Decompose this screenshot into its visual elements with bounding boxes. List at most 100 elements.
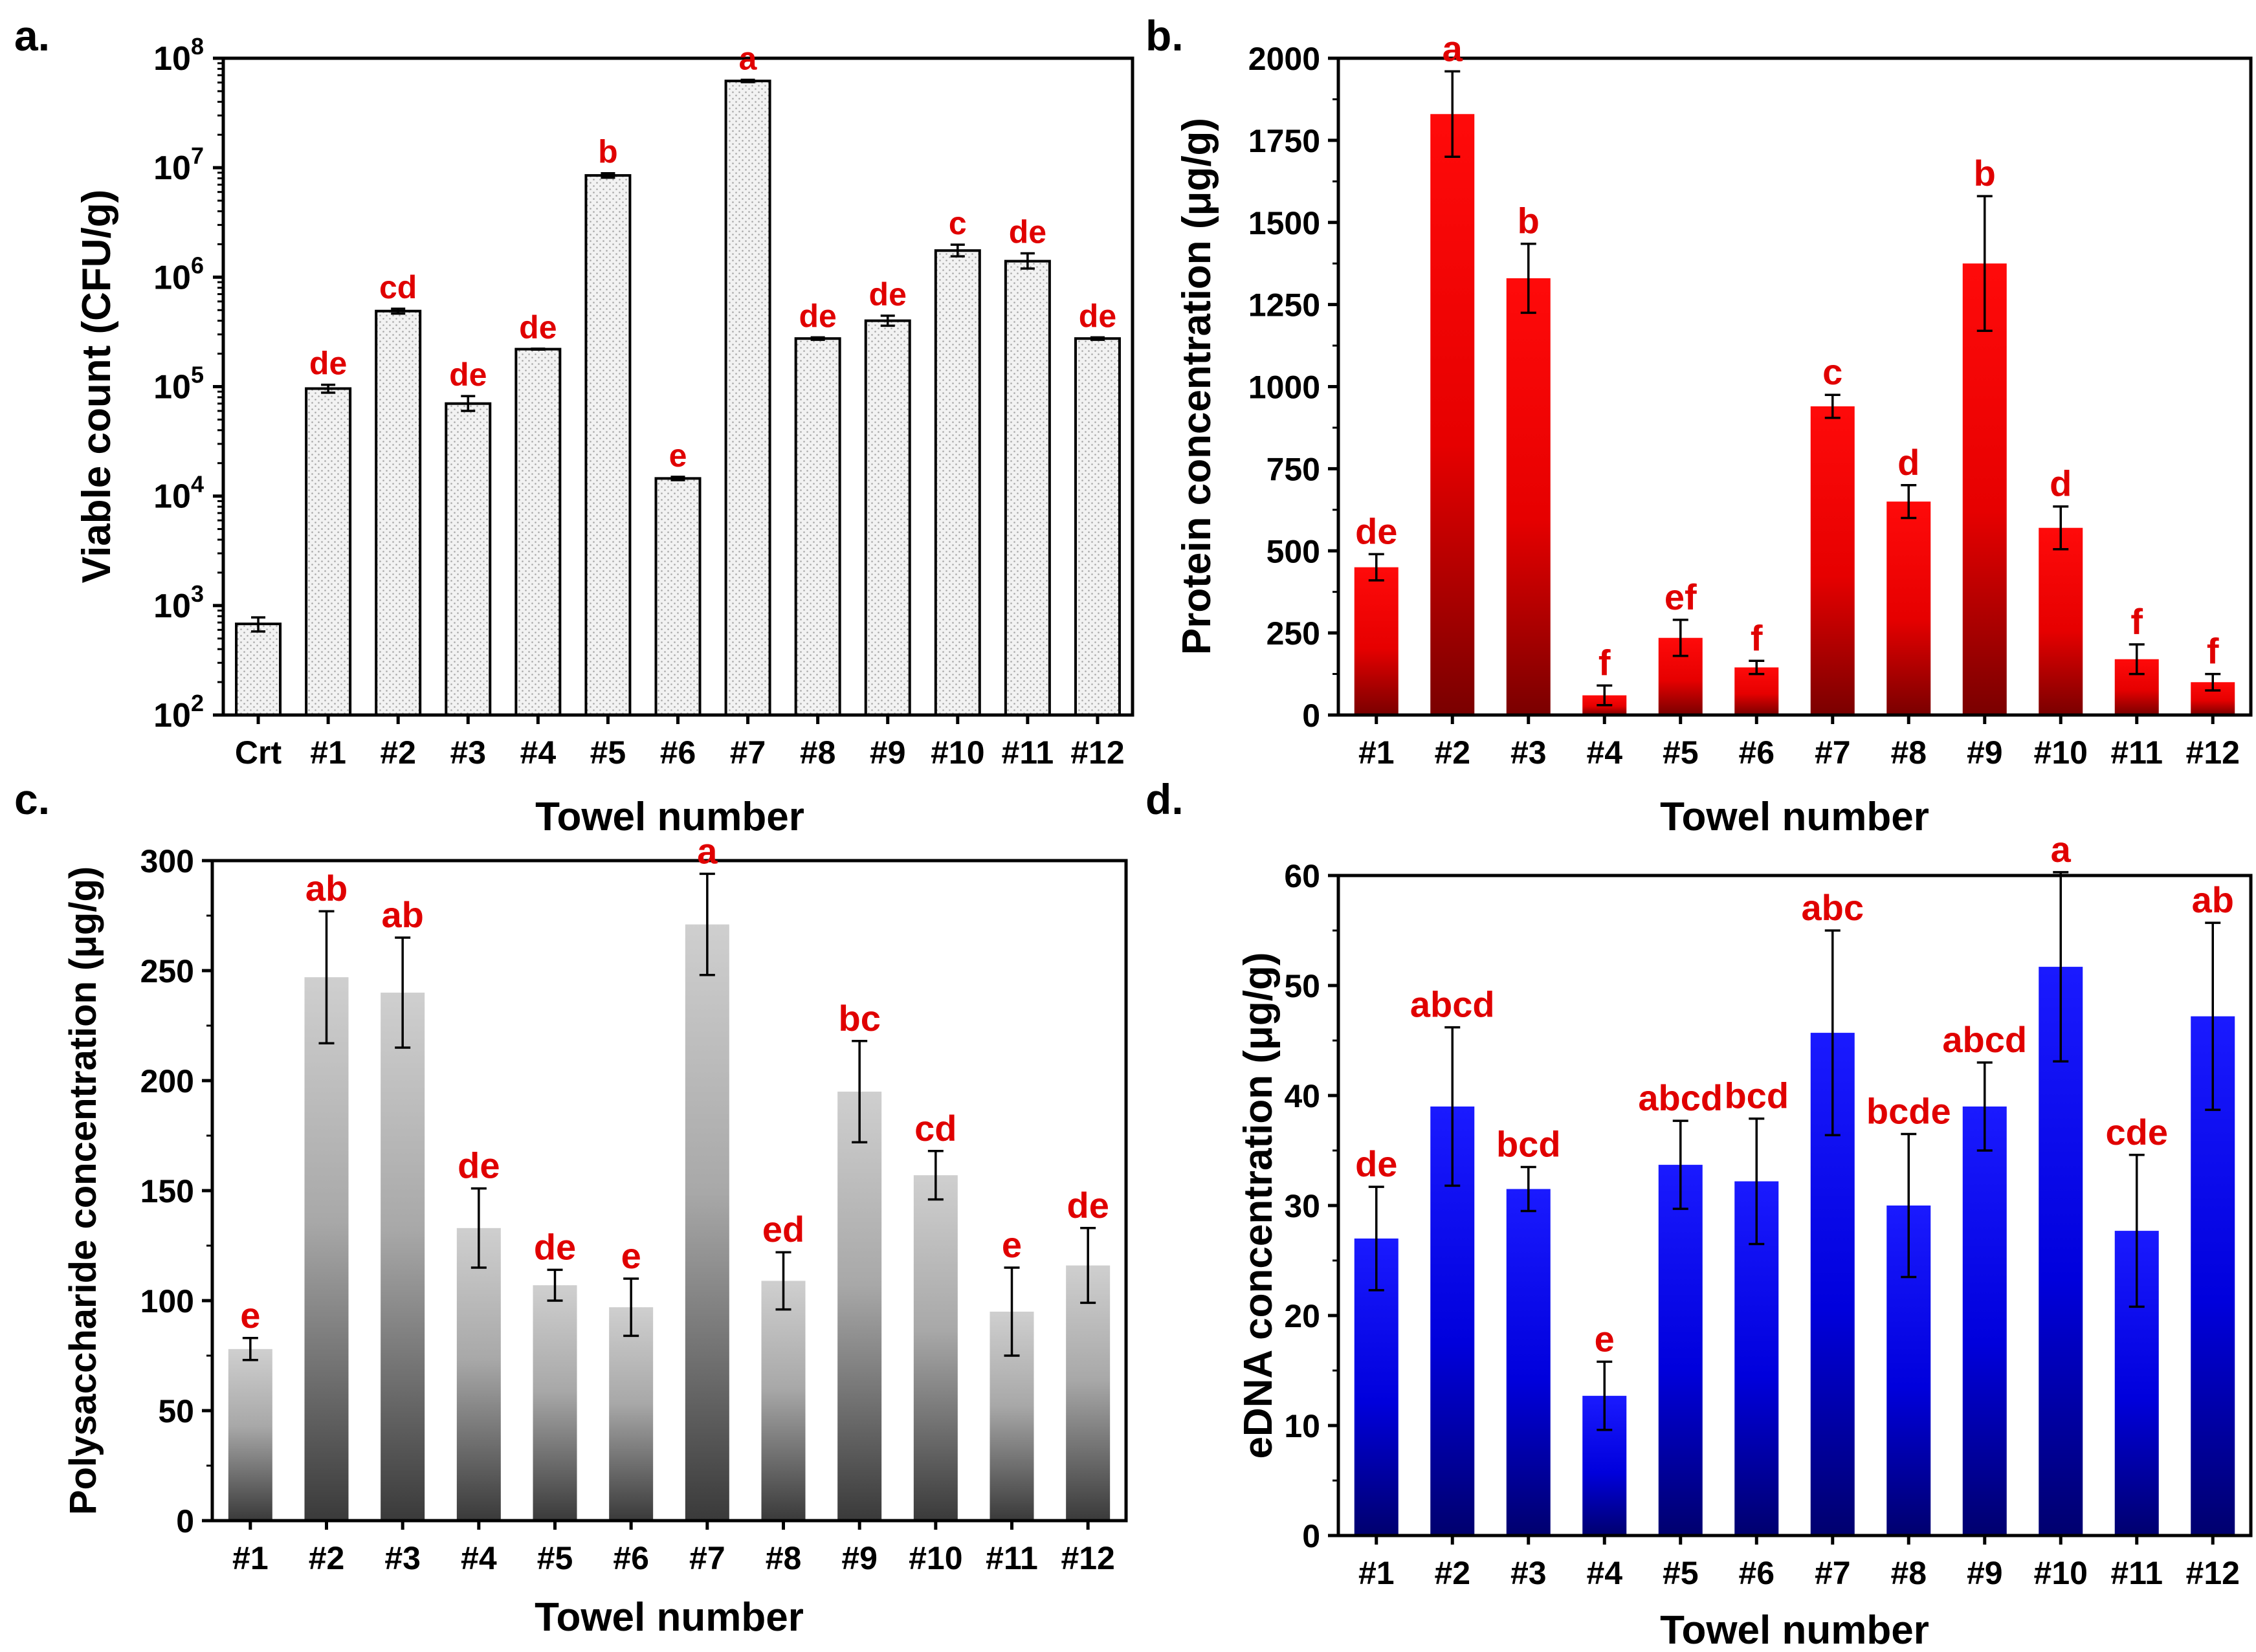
panel-d-sig-letter-8: abcd [1942, 1019, 2027, 1060]
panel-d-xtick-label-8: #9 [1967, 1555, 2003, 1591]
panel-a-xtick-label-1: #1 [310, 734, 346, 771]
panel-c-sig-letter-1: ab [305, 868, 348, 909]
panel-b-bar-8 [1962, 263, 2007, 715]
panel-b-bar-6 [1810, 406, 1855, 715]
panel-d-errbar-6 [1824, 929, 1841, 1136]
panel-b-errbar-6 [1824, 393, 1841, 419]
panel-b-ytick-label-3: 750 [1266, 451, 1320, 487]
panel-c-sig-letter-0: e [240, 1295, 260, 1336]
panel-b-errbar-0 [1368, 553, 1384, 582]
panel-d-errbar-10 [2129, 1154, 2145, 1308]
panel-b-bar-7 [1886, 501, 1931, 715]
panel-a-bar-7 [724, 80, 771, 716]
panel-d-xtick-label-0: #1 [1358, 1555, 1395, 1591]
panel-b-ytick-label-2: 500 [1266, 533, 1320, 569]
panel-a-ytick-label-0: 102 [153, 690, 204, 734]
panel-d-xtick-label-2: #3 [1510, 1555, 1547, 1591]
panel-b-ytick-label-5: 1250 [1248, 287, 1320, 324]
panel-c-plot-frame [210, 859, 1128, 1523]
panel-c-xtick-label-10: #11 [986, 1540, 1038, 1576]
panel-c-errbar-8 [852, 1040, 868, 1143]
panel-c-ytick-label-6: 300 [140, 843, 194, 879]
panel-d-errbar-1 [1444, 1026, 1461, 1187]
panel-d-xtick-label-5: #6 [1738, 1555, 1775, 1591]
panel-a-sig-letter-2: cd [379, 269, 417, 305]
panel-d-xtick-label-11: #12 [2186, 1555, 2240, 1591]
panel-a-xtick-label-7: #7 [730, 734, 766, 771]
panel-c-xtick-label-4: #5 [537, 1540, 573, 1576]
panel-c-sig-letter-5: e [621, 1235, 641, 1276]
panel-a-xtick-label-2: #2 [380, 734, 416, 771]
panel-c-xtick-label-7: #8 [766, 1540, 802, 1576]
panel-d-ytick-label-6: 60 [1284, 858, 1320, 894]
panel-a-bar-0 [235, 622, 282, 716]
panel-a-bar-8 [794, 337, 841, 716]
panel-d-sig-letter-11: ab [2192, 879, 2234, 920]
panel-a-errbar-0 [251, 616, 266, 633]
panel-d-ytick-label-1: 10 [1284, 1408, 1320, 1444]
panel-b-sig-letter-6: c [1822, 351, 1842, 392]
panel-c-ytick-label-5: 250 [140, 953, 194, 989]
panel-a-bar-2 [375, 309, 422, 716]
panel-a-xtick-label-6: #6 [660, 734, 696, 771]
panel-c-errbar-4 [547, 1268, 563, 1302]
panel-d-sig-letter-7: bcde [1866, 1091, 1951, 1132]
panel-c-bar-5 [609, 1307, 654, 1521]
panel-c-xtick-label-3: #4 [461, 1540, 497, 1576]
panel-a-errbar-3 [461, 395, 476, 412]
panel-b-xtick-label-9: #10 [2034, 734, 2088, 771]
panel-d-xtick-label-6: #7 [1815, 1555, 1851, 1591]
panel-a-ytick-label-2: 104 [153, 471, 204, 516]
panel-b-sig-letter-2: b [1518, 201, 1540, 241]
panel-a-xtick-label-12: #12 [1070, 734, 1124, 771]
panel-c-sig-letter-11: de [1067, 1185, 1109, 1226]
panel-a-ytick-label-1: 103 [153, 580, 204, 625]
panel-d-errbar-0 [1368, 1185, 1384, 1292]
panel-a-xlabel: Towel number [535, 795, 804, 839]
panel-d-errbar-7 [1901, 1132, 1917, 1279]
panel-a-sig-letter-4: de [519, 309, 557, 346]
panel-a-xtick-label-4: #4 [520, 734, 557, 771]
panel-b-errbar-4 [1672, 619, 1688, 657]
panel-a-xtick-label-10: #10 [931, 734, 984, 771]
panel-a-bar-3 [445, 402, 492, 716]
panel-d-plot-frame [1336, 874, 2253, 1537]
panel-a-xtick-label-3: #3 [450, 734, 486, 771]
panel-d-errbar-2 [1520, 1165, 1536, 1213]
panel-a-ytick-label-3: 105 [153, 362, 204, 406]
panel-b-sig-letter-1: a [1443, 28, 1463, 69]
panel-b-xtick-label-11: #12 [2186, 734, 2240, 771]
panel-d-ytick-label-2: 20 [1284, 1298, 1320, 1334]
panel-b-xtick-label-7: #8 [1890, 734, 1927, 771]
panel-c-errbar-3 [470, 1187, 487, 1269]
panel-b: b. 0 250 500 750 1000 1250 1500 1750 2000 #1 #2 #3… [1145, 12, 2253, 839]
panel-b-ytick-label-6: 1500 [1248, 205, 1320, 241]
panel-b-bar-0 [1354, 567, 1399, 715]
panel-a-errbar-5 [601, 171, 615, 179]
panel-a-sig-letter-1: de [309, 346, 347, 382]
panel-d-errbar-5 [1749, 1117, 1765, 1246]
panel-b-xtick-label-2: #3 [1510, 734, 1547, 771]
panel-b-errbar-8 [1976, 195, 1993, 332]
panel-a-label: a. [14, 12, 50, 60]
panel-d-errbar-8 [1976, 1061, 1993, 1152]
panel-b-sig-letter-11: f [2207, 631, 2219, 672]
panel-b-errbar-2 [1520, 242, 1536, 314]
panel-b-sig-letter-7: d [1897, 442, 1919, 483]
panel-c-ytick-label-2: 100 [140, 1283, 194, 1319]
panel-b-bar-9 [2039, 527, 2083, 715]
panel-c-errbar-2 [395, 936, 411, 1049]
panel-b-xtick-label-3: #4 [1586, 734, 1622, 771]
panel-d-xtick-label-9: #10 [2034, 1555, 2088, 1591]
panel-a-ytick-label-5: 107 [153, 142, 204, 187]
panel-c-errbar-7 [775, 1251, 791, 1311]
panel-c-sig-letter-9: cd [914, 1108, 957, 1149]
panel-a-xtick-label-5: #5 [590, 734, 626, 771]
panel-a-bar-6 [654, 477, 702, 716]
panel-b-xtick-label-8: #9 [1967, 734, 2003, 771]
panel-d-sig-letter-10: cde [2106, 1112, 2169, 1152]
panel-c-sig-letter-10: e [1002, 1224, 1022, 1265]
panel-c-sig-letter-4: de [534, 1226, 576, 1267]
panel-a: a. 102 103 104 105 106 107 108 Crt #1 #2 #3 #4 #5 #6… [14, 12, 1134, 839]
